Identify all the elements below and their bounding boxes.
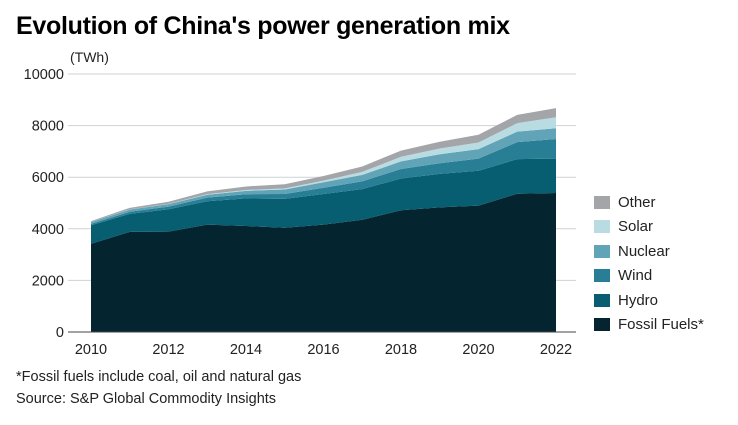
y-tick-label: 10000 [24,67,64,83]
axes: 0 2000 4000 6000 8000 10000 2010 2012 2014 2016 20… [24,67,576,358]
legend-swatch [594,220,610,234]
legend-item: Nuclear [594,239,704,264]
area-other [91,108,556,222]
legend-label: Hydro [618,291,659,309]
legend-label: Wind [618,267,653,285]
y-axis-unit-label: (TWh) [70,49,109,65]
y-tick-label: 6000 [32,170,64,186]
area-solar [91,117,556,222]
area-hydro [91,158,556,244]
x-tick-label: 2012 [152,342,184,358]
legend-item: Solar [594,215,704,240]
area-fossil-fuels [91,192,556,332]
area-nuclear [91,128,556,224]
chart-title: Evolution of China's power generation mi… [16,12,510,40]
y-tick-label: 4000 [32,222,64,238]
legend-swatch [594,195,610,209]
legend-swatch [594,293,610,307]
x-tick-label: 2016 [307,342,339,358]
legend-item: Fossil Fuels* [594,313,704,338]
legend-swatch [594,318,610,332]
legend: Other Solar Nuclear Wind Hydro Fossil Fuels* [594,190,704,337]
legend-label: Nuclear [618,242,670,260]
y-tick-label: 2000 [32,273,64,289]
x-tick-label: 2014 [230,342,262,358]
stacked-areas [91,108,556,332]
legend-item: Other [594,190,704,215]
footnote: *Fossil fuels include coal, oil and natu… [16,369,302,385]
legend-label: Solar [618,218,654,236]
legend-label: Other [618,193,656,211]
legend-item: Hydro [594,288,704,313]
source-note: Source: S&P Global Commodity Insights [16,391,277,407]
x-tick-label: 2018 [385,342,417,358]
legend-item: Wind [594,264,704,289]
legend-swatch [594,244,610,258]
y-tick-label: 0 [56,325,64,341]
legend-swatch [594,269,610,283]
x-tick-label: 2022 [540,342,572,358]
x-tick-label: 2020 [462,342,494,358]
x-tick-label: 2010 [75,342,107,358]
y-tick-label: 8000 [32,119,64,135]
legend-label: Fossil Fuels* [618,316,704,334]
area-wind [91,139,556,226]
